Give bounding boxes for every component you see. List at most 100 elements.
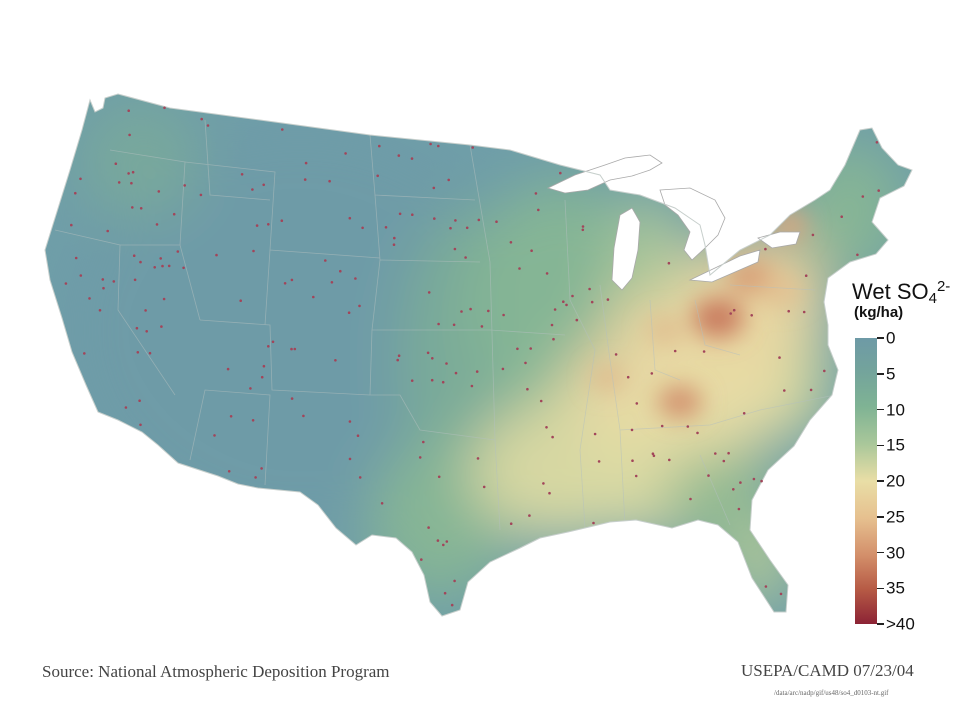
legend-tick-label: 10 (886, 400, 905, 419)
station-marker (312, 295, 315, 299)
station-marker (764, 247, 767, 251)
station-marker (83, 352, 86, 355)
station-marker (88, 297, 91, 300)
station-marker (650, 372, 654, 375)
station-marker (267, 223, 270, 226)
station-marker (575, 318, 579, 322)
station-marker (476, 457, 480, 460)
deposition-field (60, 100, 905, 610)
station-marker (393, 236, 396, 240)
station-marker (516, 347, 519, 351)
station-marker (430, 378, 434, 382)
station-marker (260, 467, 263, 470)
station-marker (524, 361, 527, 365)
station-marker (398, 212, 402, 216)
station-marker (132, 254, 136, 257)
station-marker (433, 217, 436, 220)
station-marker (229, 415, 233, 418)
station-marker (453, 247, 457, 251)
station-marker (518, 267, 521, 270)
station-marker (686, 425, 690, 428)
station-marker (213, 434, 216, 437)
station-marker (581, 225, 585, 228)
station-marker (249, 387, 252, 390)
station-marker (509, 241, 513, 244)
station-marker (760, 479, 763, 483)
station-marker (548, 491, 551, 495)
station-marker (74, 256, 78, 260)
station-marker (553, 308, 557, 311)
station-marker (422, 440, 425, 444)
station-marker (445, 362, 448, 365)
station-marker (707, 474, 710, 477)
lake-superior (546, 154, 663, 194)
station-marker (811, 233, 815, 237)
monitoring-stations (64, 106, 880, 607)
station-marker (454, 219, 457, 222)
station-marker (714, 452, 717, 455)
station-marker (167, 264, 171, 268)
station-marker (397, 154, 401, 157)
station-marker (426, 351, 430, 355)
station-marker (124, 406, 128, 409)
station-marker (138, 399, 141, 403)
state-boundaries (54, 119, 836, 531)
station-marker (290, 397, 294, 400)
station-marker (252, 249, 255, 253)
station-marker (136, 351, 140, 354)
station-marker (668, 458, 671, 462)
station-marker (79, 274, 83, 277)
legend-tick (877, 408, 884, 411)
station-marker (823, 369, 826, 373)
station-marker (281, 128, 284, 131)
legend-title: Wet SO42- (852, 278, 950, 307)
station-marker (396, 358, 400, 362)
legend-tick-label: 5 (886, 364, 896, 384)
station-marker (106, 229, 109, 233)
station-marker (260, 375, 264, 379)
station-marker (482, 485, 486, 489)
source-caption: Source: National Atmospheric Deposition … (42, 662, 390, 681)
station-marker (651, 452, 655, 456)
station-marker (445, 540, 449, 543)
great-lakes (546, 154, 801, 291)
station-marker (64, 282, 68, 285)
station-marker (502, 313, 505, 317)
station-marker (348, 216, 352, 220)
station-marker (626, 375, 630, 379)
station-marker (652, 454, 656, 458)
station-marker (200, 117, 203, 121)
legend-tick-label: 20 (886, 471, 905, 491)
station-marker (722, 459, 726, 463)
station-marker (112, 280, 116, 283)
station-marker (155, 223, 159, 226)
station-marker (98, 309, 102, 312)
station-marker (464, 256, 467, 259)
station-marker (559, 171, 562, 175)
station-marker (304, 161, 308, 165)
station-marker (562, 300, 565, 304)
station-marker (437, 144, 440, 148)
station-marker (348, 420, 352, 423)
station-marker (634, 474, 638, 478)
station-marker (130, 181, 133, 185)
lake-huron (659, 187, 726, 261)
station-marker (593, 432, 597, 436)
station-marker (334, 359, 337, 362)
station-marker (290, 278, 294, 282)
station-marker (441, 380, 445, 384)
station-marker (442, 543, 445, 547)
station-marker (737, 507, 741, 511)
station-marker (267, 345, 270, 348)
station-marker (875, 141, 879, 144)
legend-tick-label: 15 (886, 435, 905, 455)
station-marker (565, 303, 568, 307)
station-marker (545, 426, 548, 429)
station-marker (529, 347, 532, 350)
station-marker (139, 423, 142, 427)
station-marker (324, 259, 327, 262)
legend-tick (877, 551, 884, 554)
station-marker (410, 379, 414, 383)
station-marker (378, 144, 381, 148)
station-marker (702, 350, 706, 353)
